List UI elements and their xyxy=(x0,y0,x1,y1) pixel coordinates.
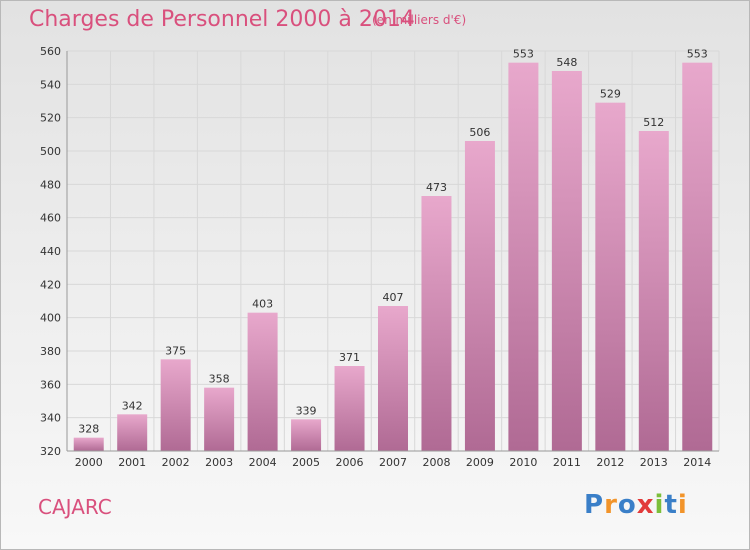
axes: 320 340 360 380 400 420 440 460 480 500 520 540 560 2… xyxy=(40,45,719,469)
logo-letter: x xyxy=(636,490,655,520)
x-tick-label-2002: 2002 xyxy=(162,456,190,469)
y-tick-label: 460 xyxy=(40,212,61,225)
x-tick-label-2013: 2013 xyxy=(640,456,668,469)
data-label-2002: 375 xyxy=(165,344,186,357)
bar-2012 xyxy=(595,102,626,452)
x-tick-label-2003: 2003 xyxy=(205,456,233,469)
y-tick-label: 400 xyxy=(40,312,61,325)
bar-2010 xyxy=(508,62,539,452)
y-tick-label: 480 xyxy=(40,178,61,191)
chart-subtitle: (en milliers d'€) xyxy=(372,13,467,27)
x-tick-label-2012: 2012 xyxy=(596,456,624,469)
bar-2011 xyxy=(551,71,582,451)
y-tick-label: 360 xyxy=(40,378,61,391)
x-tick-label-2006: 2006 xyxy=(336,456,364,469)
y-tick-label: 560 xyxy=(40,45,61,58)
bar-2013 xyxy=(638,131,669,451)
y-tick-label: 320 xyxy=(40,445,61,458)
data-label-2013: 512 xyxy=(643,116,664,129)
y-tick-label: 340 xyxy=(40,412,61,425)
data-label-2014: 553 xyxy=(687,48,708,61)
logo-letter: o xyxy=(617,490,637,520)
bar-2009 xyxy=(464,141,495,451)
data-labels: 328 342 375 358 403 339 371 407 473 506 553 548 529 5… xyxy=(78,48,708,436)
data-label-2000: 328 xyxy=(78,423,99,436)
data-label-2010: 553 xyxy=(513,48,534,61)
bar-2007 xyxy=(378,306,408,451)
data-label-2003: 358 xyxy=(209,373,230,386)
commune-name: CAJARC xyxy=(38,495,112,519)
x-tick-label-2008: 2008 xyxy=(422,456,450,469)
logo-letter: P xyxy=(584,490,605,520)
bar-2014 xyxy=(682,62,713,452)
chart-title: Charges de Personnel 2000 à 2014 xyxy=(29,7,415,32)
y-tick-label: 440 xyxy=(40,245,61,258)
data-label-2004: 403 xyxy=(252,298,273,311)
x-tick-label-2010: 2010 xyxy=(509,456,537,469)
logo-letter: i xyxy=(654,490,665,520)
bar-2006 xyxy=(334,366,365,451)
x-tick-label-2001: 2001 xyxy=(118,456,146,469)
bars xyxy=(73,62,713,452)
data-label-2001: 342 xyxy=(122,399,143,412)
data-label-2007: 407 xyxy=(383,291,404,304)
y-tick-label: 380 xyxy=(40,345,61,358)
y-tick-label: 420 xyxy=(40,278,61,291)
bar-2000 xyxy=(73,437,104,451)
bar-2003 xyxy=(204,387,235,451)
bar-2001 xyxy=(117,414,148,451)
bar-2008 xyxy=(421,196,452,451)
data-label-2009: 506 xyxy=(469,126,490,139)
x-tick-label-2011: 2011 xyxy=(553,456,581,469)
proxiti-logo[interactable]: Proxiti xyxy=(584,490,688,520)
x-tick-label-2004: 2004 xyxy=(249,456,277,469)
logo-letter: i xyxy=(677,490,688,520)
y-tick-label: 500 xyxy=(40,145,61,158)
x-tick-label-2000: 2000 xyxy=(75,456,103,469)
data-label-2008: 473 xyxy=(426,181,447,194)
bar-2004 xyxy=(247,312,278,451)
bar-2005 xyxy=(291,419,322,451)
data-label-2012: 529 xyxy=(600,88,621,101)
logo-letter: t xyxy=(664,490,678,520)
data-label-2011: 548 xyxy=(556,56,577,69)
y-tick-label: 520 xyxy=(40,112,61,125)
y-tick-label: 540 xyxy=(40,78,61,91)
bar-2002 xyxy=(160,359,191,451)
x-tick-label-2005: 2005 xyxy=(292,456,320,469)
x-tick-label-2009: 2009 xyxy=(466,456,494,469)
data-label-2006: 371 xyxy=(339,351,360,364)
data-label-2005: 339 xyxy=(296,404,317,417)
x-tick-label-2014: 2014 xyxy=(683,456,711,469)
logo-letter: r xyxy=(604,490,618,520)
x-tick-label-2007: 2007 xyxy=(379,456,407,469)
